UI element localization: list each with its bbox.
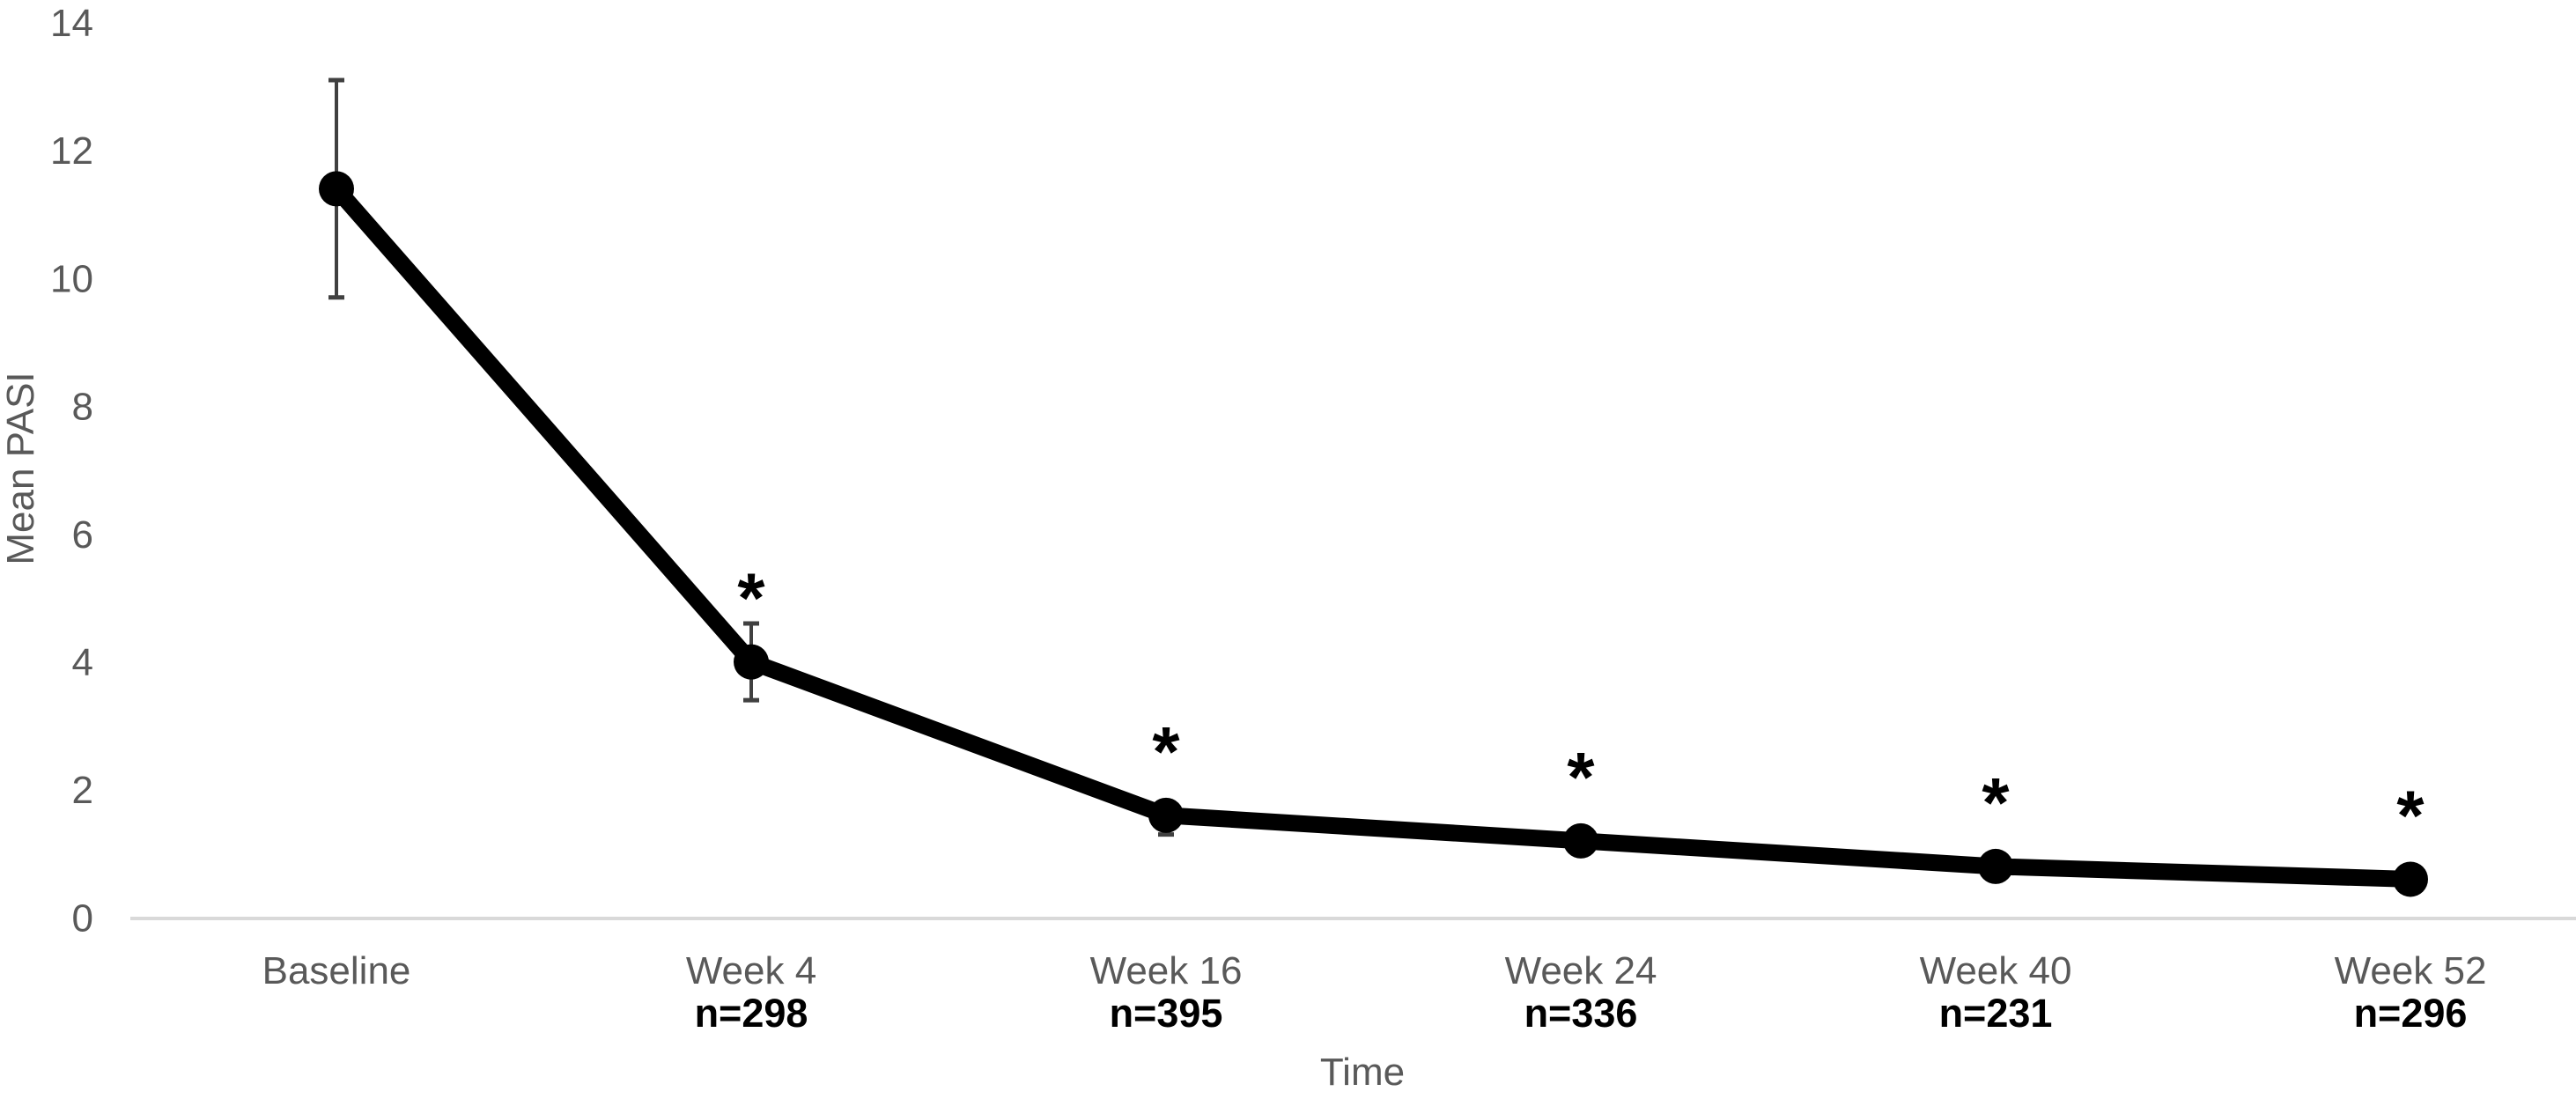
data-point	[1148, 797, 1184, 833]
x-category-label: Week 16	[1090, 949, 1243, 992]
x-category-labels: Baseline Week 4 Week 16 Week 24 Week 40 Week …	[262, 949, 2487, 992]
x-category-label: Week 40	[1920, 949, 2072, 992]
x-category-label: Week 24	[1505, 949, 1657, 992]
x-category-label: Baseline	[262, 949, 411, 992]
y-axis-title: Mean PASI	[0, 372, 42, 564]
x-category-label: Week 4	[686, 949, 816, 992]
data-point	[319, 171, 354, 207]
y-tick-label: 2	[72, 769, 93, 812]
significance-asterisk: *	[1152, 712, 1180, 791]
series-line	[328, 180, 2419, 888]
y-tick-label: 10	[50, 257, 93, 300]
y-tick-label: 6	[72, 513, 93, 557]
x-category-label: Week 52	[2335, 949, 2487, 992]
data-point	[1563, 822, 1598, 859]
y-tick-label: 12	[50, 129, 93, 173]
x-n-label: n=336	[1524, 991, 1638, 1036]
y-tick-label: 0	[72, 896, 93, 940]
y-tick-label: 14	[50, 2, 93, 45]
y-tick-label: 4	[72, 641, 93, 684]
significance-asterisk: *	[1982, 763, 2010, 842]
data-point	[734, 644, 769, 680]
significance-asterisk: *	[1567, 738, 1595, 816]
x-n-label: n=298	[695, 991, 808, 1036]
y-tick-labels: 0 2 4 6 8 10 12 14	[50, 2, 93, 940]
y-tick-label: 8	[72, 386, 93, 429]
x-n-label: n=395	[1110, 991, 1223, 1036]
error-bars	[328, 77, 1174, 837]
x-n-label: n=231	[1939, 991, 2053, 1036]
x-n-labels: n=298 n=395 n=336 n=231 n=296	[695, 991, 2468, 1036]
data-points	[319, 171, 2428, 897]
data-point	[2393, 861, 2428, 897]
significance-asterisk: *	[2396, 776, 2425, 854]
significance-asterisk: *	[737, 559, 765, 638]
data-point	[1978, 848, 2013, 884]
significance-asterisks: * * * * *	[737, 559, 2425, 855]
x-n-label: n=296	[2354, 991, 2468, 1036]
x-axis-title: Time	[1320, 1051, 1405, 1094]
